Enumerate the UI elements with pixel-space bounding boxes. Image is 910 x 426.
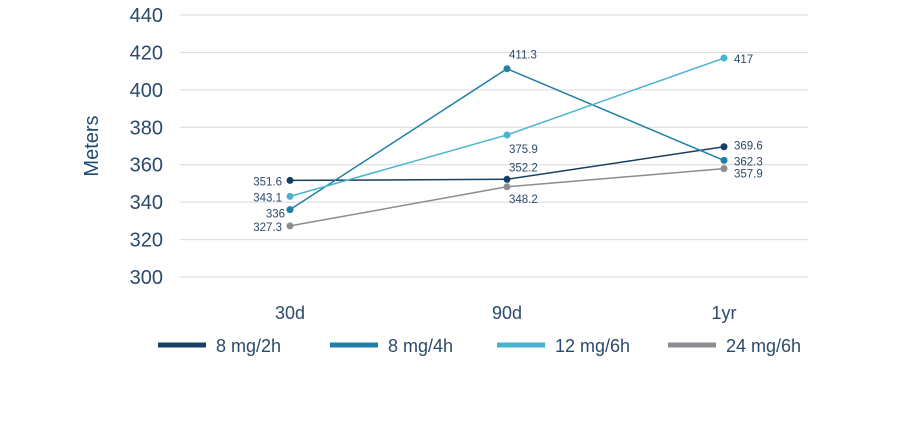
legend-label: 24 mg/6h [726,336,801,356]
data-label: 336 [266,209,285,221]
series-line-0 [289,146,725,182]
data-label: 417 [734,54,753,66]
y-tick-label: 300 [130,267,163,289]
x-tick-label: 1yr [711,303,736,323]
data-point [503,175,511,183]
y-tick-label: 320 [130,230,163,252]
legend-label: 8 mg/2h [216,336,281,356]
y-tick-label: 420 [130,42,163,64]
data-label: 327.3 [253,222,282,234]
y-tick-label: 360 [130,155,163,177]
data-label: 351.6 [253,176,282,188]
data-label: 411.3 [509,50,537,62]
data-label: 357.9 [734,169,763,181]
data-label: 348.2 [509,194,538,206]
data-label: 369.6 [734,141,763,153]
data-label: 362.3 [734,156,763,168]
y-tick-label: 340 [130,192,163,214]
data-point [720,156,728,164]
data-point [503,183,511,191]
data-point [503,65,511,73]
data-point [286,206,294,214]
data-point [286,222,294,230]
data-label: 375.9 [509,144,538,156]
y-tick-label: 400 [130,80,163,102]
x-tick-label: 30d [275,303,305,323]
data-point [720,54,728,62]
data-point [720,165,728,173]
y-tick-label: 440 [130,5,163,27]
data-point [720,143,728,151]
legend-label: 8 mg/4h [388,336,453,356]
y-tick-label: 380 [130,117,163,139]
y-axis-label: Meters [81,115,103,176]
data-label: 343.1 [253,192,282,204]
data-point [503,131,511,139]
data-point [286,192,294,200]
data-point [286,176,294,184]
x-tick-label: 90d [492,303,522,323]
data-label: 352.2 [509,162,538,174]
legend-label: 12 mg/6h [555,336,630,356]
